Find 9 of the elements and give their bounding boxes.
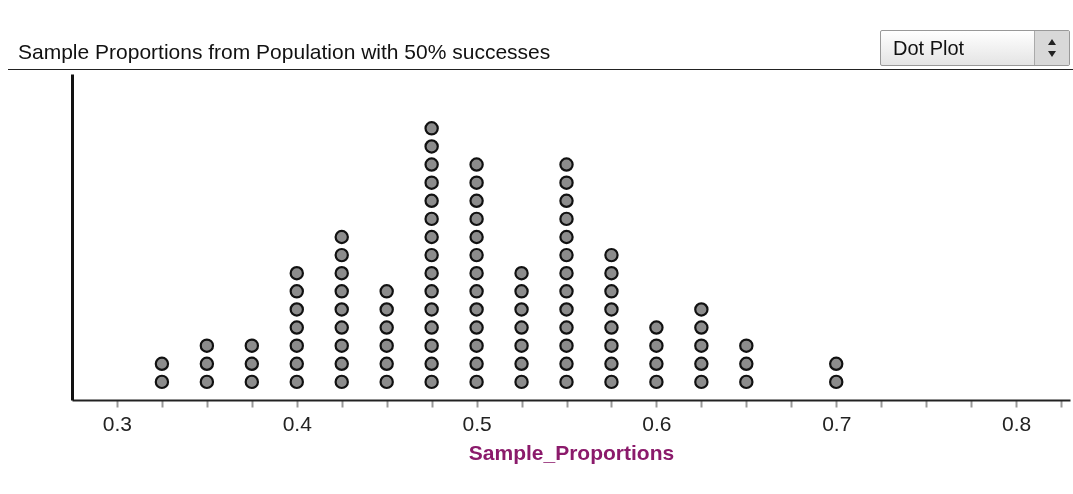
x-tick-label: 0.7: [822, 411, 852, 435]
x-axis-title: Sample_Proportions: [468, 440, 675, 464]
x-tick-label: 0.5: [462, 411, 492, 435]
x-tick-label: 0.8: [1001, 411, 1032, 435]
x-tick-label: 0.4: [282, 411, 313, 435]
chart-title: Sample Proportions from Population with 50% successes: [18, 40, 551, 64]
dropdown: Dot Plot: [880, 30, 1070, 66]
x-tick-label: 0.3: [102, 411, 133, 435]
x-tick-label: 0.6: [642, 411, 672, 435]
